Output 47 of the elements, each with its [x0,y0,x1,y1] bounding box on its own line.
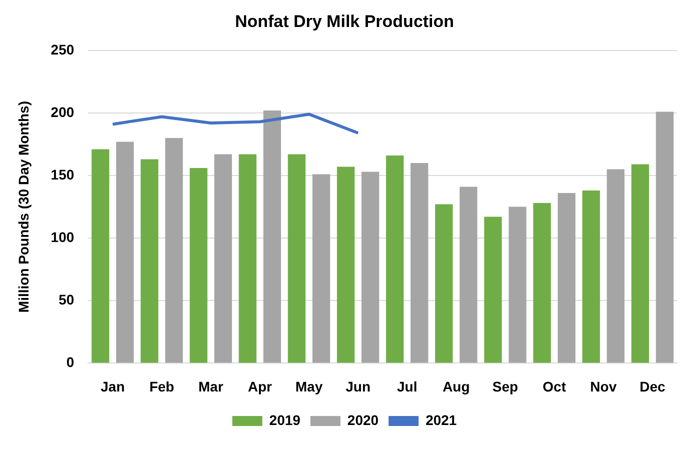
y-tick-label: 50 [58,292,74,308]
legend-label: 2019 [269,412,301,428]
y-axis-title: Million Pounds (30 Day Months) [15,101,32,313]
bar [606,169,624,363]
bar [165,138,183,363]
legend-label: 2021 [426,412,457,428]
bar [533,203,551,363]
bar [484,216,502,363]
bar [361,172,380,363]
x-tick-label: Aug [442,378,470,394]
y-tick-label: 100 [50,228,74,245]
x-tick-label: Oct [542,378,566,394]
chart-title: Nonfat Dry Milk Production [234,12,454,31]
x-tick-label: Sep [492,378,518,394]
x-tick-label: Jul [396,378,418,394]
bar [460,186,478,363]
bar [656,112,674,363]
bar [508,206,526,363]
x-tick-label: Dec [640,378,666,394]
bar [92,149,110,363]
x-tick-label: Apr [248,378,273,394]
x-tick-label: Mar [198,378,224,394]
x-tick-label: Jun [346,378,370,394]
bar [558,193,576,363]
bar [140,159,158,363]
bar [336,166,355,363]
bar [263,110,282,363]
x-tick-label: Feb [149,378,174,394]
bar [631,164,650,363]
bar [410,163,428,363]
bar [582,190,600,363]
x-tick-label: May [295,378,323,394]
bar [288,154,306,363]
bar [238,154,256,363]
bar [312,174,330,363]
legend-label: 2020 [347,412,379,428]
y-tick-label: 200 [50,104,74,120]
bar [116,142,134,363]
bar [190,168,208,363]
y-tick-label: 150 [50,166,74,182]
bar [435,204,453,363]
x-tick-label: Nov [590,378,617,394]
y-tick-label: 0 [66,354,74,370]
x-tick-label: Jan [100,378,125,394]
bar [214,154,232,363]
y-tick-label: 250 [50,41,74,58]
bar [386,156,404,363]
